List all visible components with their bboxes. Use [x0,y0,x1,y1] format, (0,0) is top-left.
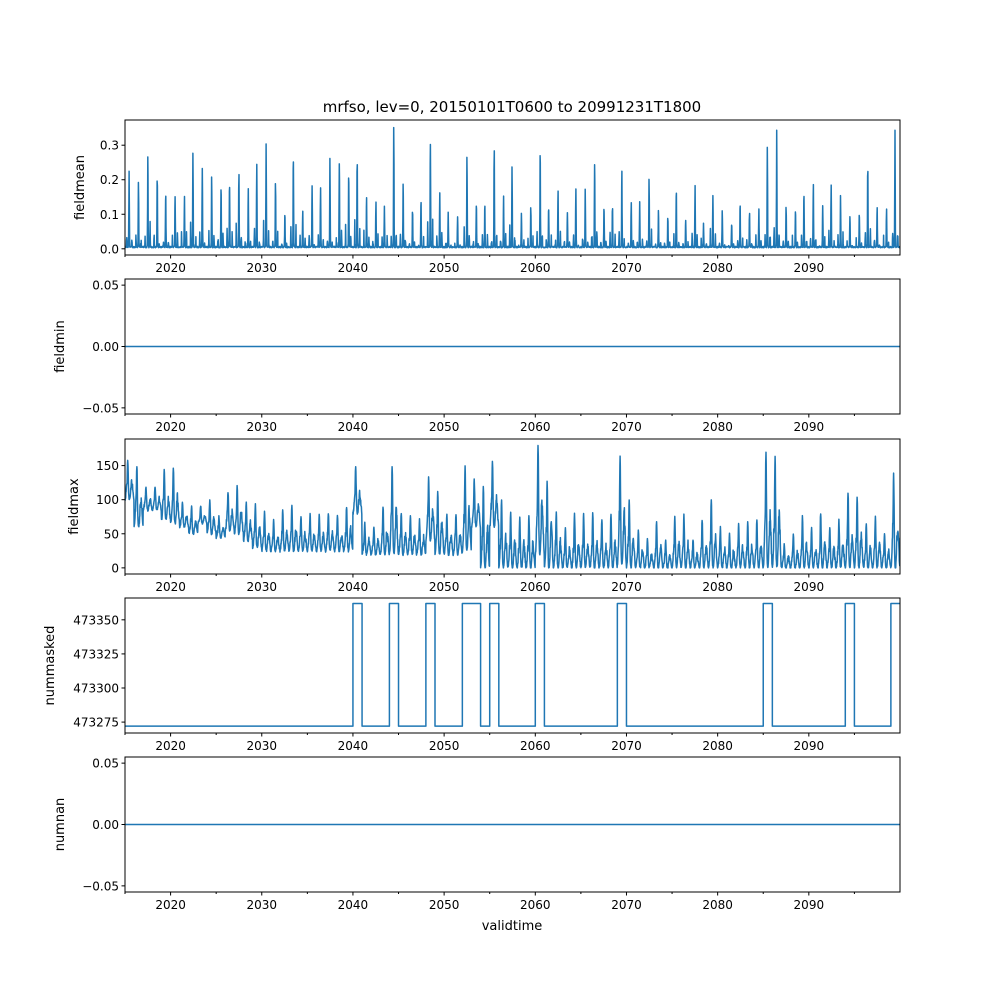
x-tick-label: 2050 [429,420,460,434]
x-tick-label: 2040 [338,898,369,912]
panel-fieldmax: 2020 2030 2040 2050 2060 2070 2080 2090 0 50 100 15… [67,438,901,594]
fieldmean-axes-frame [124,119,901,256]
panel-fieldmin: 2020 2030 2040 2050 2060 2070 2080 2090 −0.05 0.0… [53,278,901,434]
fieldmax-y-axis-label: fieldmax [67,478,82,535]
x-tick-label: 2020 [155,580,186,594]
x-tick-label: 2030 [246,420,277,434]
x-tick-label: 2080 [702,898,733,912]
x-tick-label: 2090 [794,580,825,594]
x-tick-label: 2030 [246,898,277,912]
nummasked-axes-frame [124,597,901,734]
x-tick-label: 2050 [429,739,460,753]
y-tick-label: −0.05 [82,401,119,415]
y-tick-label: 473275 [73,716,119,730]
fieldmax-series-line [125,444,900,569]
y-tick-label: 100 [96,493,119,507]
x-tick-label: 2070 [611,898,642,912]
y-tick-label: 0.00 [92,818,119,832]
fieldmin-y-axis-label: fieldmin [53,320,68,373]
chart-title: mrfso, lev=0, 20150101T0600 to 20991231T… [323,98,701,116]
x-tick-label: 2020 [155,898,186,912]
x-tick-label: 2060 [520,898,551,912]
y-tick-label: 473325 [73,647,119,661]
x-tick-label: 2060 [520,739,551,753]
x-tick-label: 2040 [338,739,369,753]
y-tick-label: 150 [96,459,119,473]
x-tick-label: 2070 [611,739,642,753]
y-tick-label: 0 [111,561,119,575]
x-tick-label: 2040 [338,261,369,275]
panel-fieldmean: 2020 2030 2040 2050 2060 2070 2080 2090 0.0 0.1 0.… [73,119,901,275]
x-tick-label: 2040 [338,420,369,434]
panel-numnan: 2020 2030 2040 2050 2060 2070 2080 2090 −0.05 0.0… [53,756,901,912]
y-tick-label: 50 [104,527,119,541]
x-axis-label: validtime [482,919,543,934]
x-tick-label: 2020 [155,261,186,275]
x-tick-label: 2050 [429,261,460,275]
nummasked-y-axis-label: nummasked [43,626,58,706]
x-tick-label: 2080 [702,580,733,594]
fieldmean-y-axis-label: fieldmean [73,155,88,220]
y-tick-label: 0.00 [92,340,119,354]
y-tick-label: 473300 [73,682,119,696]
fieldmean-series-line [125,126,900,249]
nummasked-series-line [125,602,900,727]
y-tick-label: 473350 [73,613,119,627]
x-tick-label: 2060 [520,580,551,594]
x-tick-label: 2030 [246,739,277,753]
x-tick-label: 2030 [246,580,277,594]
y-tick-label: 0.1 [100,208,119,222]
x-tick-label: 2040 [338,580,369,594]
x-tick-label: 2020 [155,739,186,753]
fieldmax-axes-frame [124,438,901,575]
x-tick-label: 2080 [702,739,733,753]
x-tick-label: 2090 [794,898,825,912]
y-tick-label: 0.3 [100,139,119,153]
x-tick-label: 2050 [429,580,460,594]
x-tick-label: 2090 [794,420,825,434]
y-tick-label: 0.2 [100,173,119,187]
numnan-y-axis-label: numnan [53,798,68,852]
x-tick-label: 2070 [611,261,642,275]
x-tick-label: 2070 [611,420,642,434]
x-tick-label: 2090 [794,261,825,275]
x-tick-label: 2080 [702,261,733,275]
x-tick-label: 2080 [702,420,733,434]
x-tick-label: 2060 [520,420,551,434]
y-tick-label: 0.05 [92,279,119,293]
y-tick-label: −0.05 [82,879,119,893]
y-tick-label: 0.05 [92,757,119,771]
x-tick-label: 2090 [794,739,825,753]
x-tick-label: 2030 [246,261,277,275]
x-tick-label: 2070 [611,580,642,594]
x-tick-label: 2050 [429,898,460,912]
x-tick-label: 2020 [155,420,186,434]
x-tick-label: 2060 [520,261,551,275]
y-tick-label: 0.0 [100,242,119,256]
panel-nummasked: 2020 2030 2040 2050 2060 2070 2080 2090 473275 47… [43,597,901,753]
